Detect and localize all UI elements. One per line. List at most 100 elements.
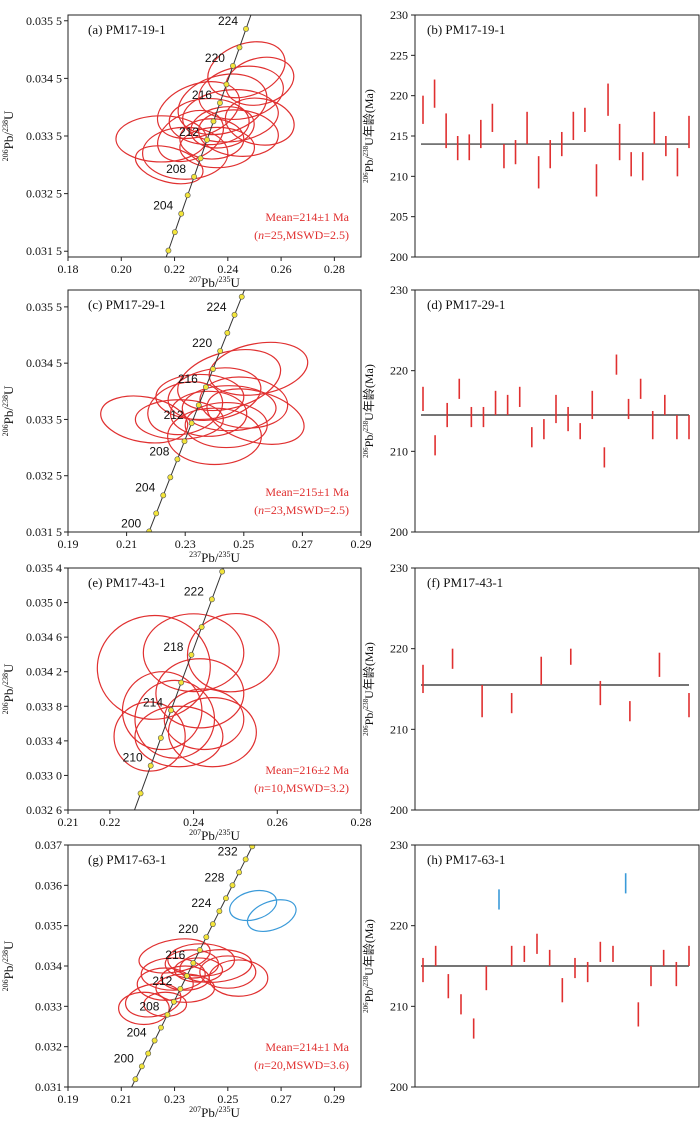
age-panel-h: 200 210 220 230 (h) PM17-63-1 206Pb/238U年龄(Ma… [362, 838, 700, 1094]
y-axis-label: 206Pb/238U [1, 110, 16, 161]
age-label: 216 [165, 948, 185, 962]
x-tick-label: 0.26 [267, 815, 288, 829]
age-marker [242, 856, 249, 863]
age-label: 208 [166, 162, 186, 176]
plot-area: 210 214 218 222 [96, 568, 280, 810]
error-ellipse [229, 889, 278, 922]
y-tick-label: 0.031 5 [26, 525, 62, 539]
y-tick-label: 0.033 5 [26, 412, 62, 426]
age-marker [210, 366, 216, 372]
error-ellipse [181, 385, 277, 432]
error-ellipse [155, 658, 245, 729]
age-marker [250, 8, 255, 13]
y-tick-label: 0.034 6 [26, 630, 62, 644]
age-label: 220 [205, 51, 225, 65]
error-ellipse [186, 612, 280, 693]
error-ellipse [246, 899, 297, 933]
age-marker [203, 934, 210, 941]
error-ellipse [198, 65, 284, 120]
error-ellipse [199, 376, 289, 429]
error-ellipse [167, 407, 262, 466]
y-tick-label: 0.034 5 [26, 71, 62, 85]
x-tick-label: 0.28 [324, 262, 345, 276]
age-marker [254, 258, 259, 263]
y-tick-label: 0.033 5 [26, 129, 62, 143]
plot-area: 200 204 208 212 216 220 224 228 232 [114, 845, 297, 1087]
age-marker [171, 229, 178, 236]
age-label: 212 [152, 974, 172, 988]
y-tick-label: 0.033 [35, 999, 62, 1013]
y-tick-label: 0.035 5 [26, 300, 62, 314]
age-marker [164, 1011, 171, 1018]
error-ellipse [184, 401, 268, 449]
error-ellipse [208, 959, 269, 997]
panel-title: (c) PM17-29-1 [88, 297, 166, 312]
y-axis-label: 206Pb/238U [1, 940, 16, 991]
x-tick-label: 0.27 [292, 537, 313, 551]
plot-area: 204 208 212 216 220 224 [115, 8, 295, 257]
age-marker [146, 528, 153, 532]
age-marker [178, 679, 185, 686]
age-label: 204 [127, 1026, 147, 1040]
panel-title: (g) PM17-63-1 [88, 852, 166, 867]
plot-frame [67, 567, 362, 811]
y-tick-label: 220 [390, 364, 408, 378]
error-ellipse [121, 671, 203, 751]
age-marker [151, 1037, 158, 1044]
error-ellipse [156, 81, 241, 140]
age-marker [238, 293, 245, 300]
age-label: 228 [204, 870, 224, 884]
age-marker [177, 985, 184, 992]
age-label: 216 [192, 88, 212, 102]
x-axis-label: 207Pb/235U [189, 1105, 240, 1120]
age-marker [219, 568, 226, 575]
age-marker [249, 845, 256, 850]
age-label: 204 [153, 199, 173, 213]
y-tick-label: 230 [390, 283, 408, 297]
y-tick-label: 0.035 0 [26, 596, 62, 610]
panel-title: (h) PM17-63-1 [427, 852, 505, 867]
x-tick-label: 0.22 [99, 815, 120, 829]
error-ellipse [140, 957, 206, 991]
age-label: 218 [163, 640, 183, 654]
age-marker [236, 44, 243, 51]
age-label: 210 [123, 751, 143, 765]
n-mswd-label: (n=10,MSWD=3.2) [254, 781, 349, 795]
age-marker [216, 908, 223, 915]
concordia-panel-a: 204 208 212 216 220 224 0.18 0.20 0.22 0.24 0.26 0.… [1, 8, 362, 290]
y-tick-label: 220 [390, 89, 408, 103]
error-ellipse [199, 955, 257, 989]
y-tick-label: 225 [390, 48, 408, 62]
x-axis-label: 207Pb/235U [189, 828, 240, 843]
y-tick-label: 0.035 4 [26, 561, 62, 575]
x-tick-label: 0.24 [183, 815, 204, 829]
x-tick-label: 0.25 [233, 537, 254, 551]
y-axis-label: 206Pb/238U年龄(Ma) [362, 642, 376, 736]
age-marker [209, 921, 216, 928]
age-marker [196, 947, 203, 953]
y-tick-label: 205 [390, 210, 408, 224]
y-axis-label: 206Pb/238U年龄(Ma) [362, 364, 376, 458]
age-marker [229, 882, 236, 889]
age-label: 204 [135, 480, 155, 494]
error-ellipse [179, 126, 256, 169]
age-marker [167, 474, 174, 481]
age-panel-b: 200 205 210 215 220 225 230 (b) PM17-19-1 206Pb/… [362, 8, 700, 264]
age-marker [188, 420, 195, 427]
y-tick-label: 0.037 [35, 838, 62, 852]
y-tick-label: 210 [390, 444, 408, 458]
error-ellipse [142, 613, 245, 693]
x-tick-label: 0.20 [111, 262, 132, 276]
y-tick-label: 210 [390, 999, 408, 1013]
age-marker [210, 118, 217, 125]
age-marker [224, 330, 231, 336]
age-marker [236, 869, 242, 876]
age-label: 220 [178, 922, 198, 936]
age-marker [168, 707, 174, 714]
x-tick-label: 0.21 [58, 815, 79, 829]
x-tick-label: 0.25 [217, 1092, 238, 1106]
age-marker [183, 973, 190, 979]
age-marker [188, 651, 195, 658]
concordia-panel-c: 200 204 208 212 216 220 224 0.19 0.21 0.23 0.25 0.2… [1, 258, 372, 565]
x-tick-label: 0.21 [116, 537, 137, 551]
